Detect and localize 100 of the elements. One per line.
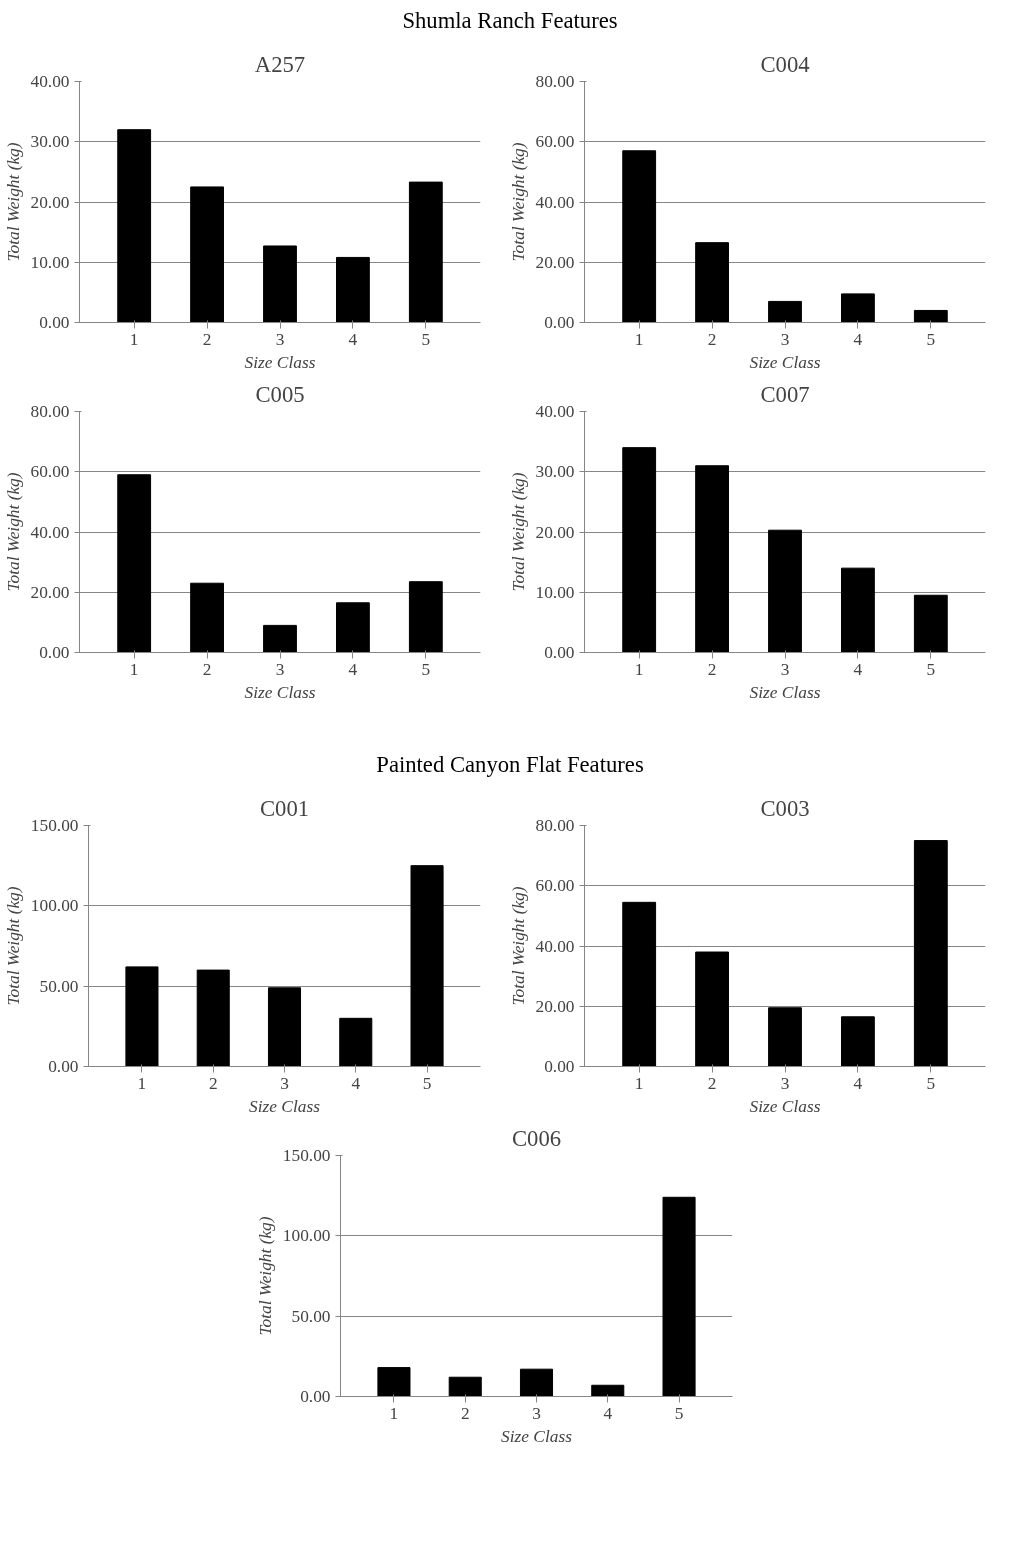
- x-tick-label: 5: [674, 1403, 684, 1423]
- x-tick-label: 2: [707, 1073, 717, 1093]
- bar: [841, 567, 875, 653]
- bar: [117, 129, 152, 323]
- x-tick-label: 5: [421, 659, 431, 679]
- y-tick-label: 0.00: [544, 313, 575, 332]
- y-tick-label: 0.00: [544, 643, 575, 662]
- y-tick-label: 50.00: [39, 976, 79, 996]
- bar: [768, 529, 802, 653]
- x-tick-label: 4: [348, 659, 358, 679]
- y-tick-label: 30.00: [535, 462, 575, 482]
- y-tick-label: 100.00: [30, 896, 79, 916]
- bar: [841, 293, 875, 323]
- x-tick-label: 3: [275, 329, 285, 349]
- bar: [662, 1196, 696, 1397]
- bar: [336, 256, 370, 323]
- y-tick-label: 80.00: [535, 816, 575, 835]
- bar: [408, 581, 443, 653]
- x-tick-label: 1: [129, 659, 139, 679]
- y-tick-label: 80.00: [30, 402, 70, 421]
- x-tick-label: 1: [137, 1073, 147, 1093]
- y-tick-label: 0.00: [39, 313, 70, 332]
- bar: [695, 465, 729, 653]
- y-axis-title: Total Weight (kg): [3, 142, 23, 262]
- y-tick-label: 100.00: [282, 1226, 331, 1246]
- bar: [190, 186, 224, 323]
- y-axis-title: Total Weight (kg): [508, 886, 528, 1006]
- x-tick-label: 3: [280, 1073, 289, 1093]
- y-tick-label: 60.00: [535, 132, 575, 152]
- y-tick-label: 10.00: [30, 252, 70, 272]
- bar: [339, 1017, 373, 1067]
- x-tick-label: 4: [853, 329, 863, 349]
- x-tick-label: 2: [202, 329, 212, 349]
- x-tick-label: 3: [780, 1073, 790, 1093]
- y-axis-title: Total Weight (kg): [255, 1216, 275, 1336]
- x-tick-label: 2: [208, 1073, 218, 1093]
- bar: [591, 1384, 625, 1397]
- y-tick-label: 60.00: [30, 462, 70, 482]
- bar: [263, 245, 297, 323]
- text: Shumla Ranch Features: [401, 7, 619, 35]
- x-tick-label: 3: [532, 1403, 541, 1423]
- y-tick-label: 50.00: [291, 1306, 331, 1326]
- chart-title: C003: [760, 795, 810, 821]
- x-axis-title: Size Class: [244, 352, 316, 372]
- x-tick-label: 4: [348, 329, 358, 349]
- bar: [196, 969, 230, 1067]
- x-axis-title: Size Class: [501, 1426, 573, 1446]
- x-tick-label: 1: [634, 659, 644, 679]
- bar: [913, 309, 948, 323]
- y-tick-label: 20.00: [535, 252, 575, 272]
- chart-title: C006: [511, 1125, 562, 1151]
- bar: [410, 865, 444, 1067]
- x-tick-label: 5: [421, 329, 431, 349]
- chart-title: A257: [254, 51, 306, 77]
- x-tick-label: 2: [707, 329, 717, 349]
- x-tick-label: 2: [460, 1403, 470, 1423]
- bar: [336, 602, 370, 653]
- x-tick-label: 5: [422, 1073, 432, 1093]
- x-axis-title: Size Class: [749, 682, 821, 702]
- y-tick-label: 150.00: [282, 1146, 331, 1165]
- chart-title: C004: [760, 51, 810, 77]
- y-tick-label: 80.00: [535, 72, 575, 91]
- bar: [913, 594, 948, 653]
- x-tick-label: 1: [634, 329, 644, 349]
- y-tick-label: 40.00: [30, 522, 70, 542]
- bar: [695, 951, 729, 1067]
- y-tick-label: 0.00: [48, 1057, 79, 1076]
- bar: [768, 1007, 802, 1067]
- bar: [263, 624, 297, 653]
- chart-title: C007: [760, 381, 810, 407]
- y-axis-title: Total Weight (kg): [508, 142, 528, 262]
- x-axis-title: Size Class: [244, 682, 316, 702]
- bar: [377, 1367, 411, 1397]
- bar: [913, 840, 948, 1067]
- x-tick-label: 1: [634, 1073, 644, 1093]
- x-tick-label: 4: [351, 1073, 361, 1093]
- y-tick-label: 20.00: [535, 522, 575, 542]
- bar: [768, 300, 802, 323]
- bar: [190, 582, 224, 653]
- y-tick-label: 30.00: [30, 132, 70, 152]
- y-tick-label: 20.00: [30, 192, 70, 212]
- x-tick-label: 1: [389, 1403, 399, 1423]
- bar: [622, 150, 657, 323]
- bar: [622, 901, 657, 1067]
- chart-title: C001: [259, 795, 310, 821]
- x-tick-label: 5: [926, 1073, 936, 1093]
- y-tick-label: 150.00: [30, 816, 79, 835]
- y-tick-label: 40.00: [30, 72, 70, 91]
- y-tick-label: 20.00: [30, 582, 70, 602]
- bar: [519, 1368, 554, 1397]
- bar: [125, 966, 159, 1067]
- x-axis-title: Size Class: [249, 1096, 321, 1116]
- y-tick-label: 20.00: [535, 996, 575, 1016]
- x-tick-label: 3: [275, 659, 285, 679]
- bar: [841, 1016, 875, 1067]
- x-tick-label: 5: [926, 329, 936, 349]
- x-tick-label: 3: [780, 329, 790, 349]
- y-tick-label: 40.00: [535, 402, 575, 421]
- x-tick-label: 4: [853, 659, 863, 679]
- x-tick-label: 4: [603, 1403, 613, 1423]
